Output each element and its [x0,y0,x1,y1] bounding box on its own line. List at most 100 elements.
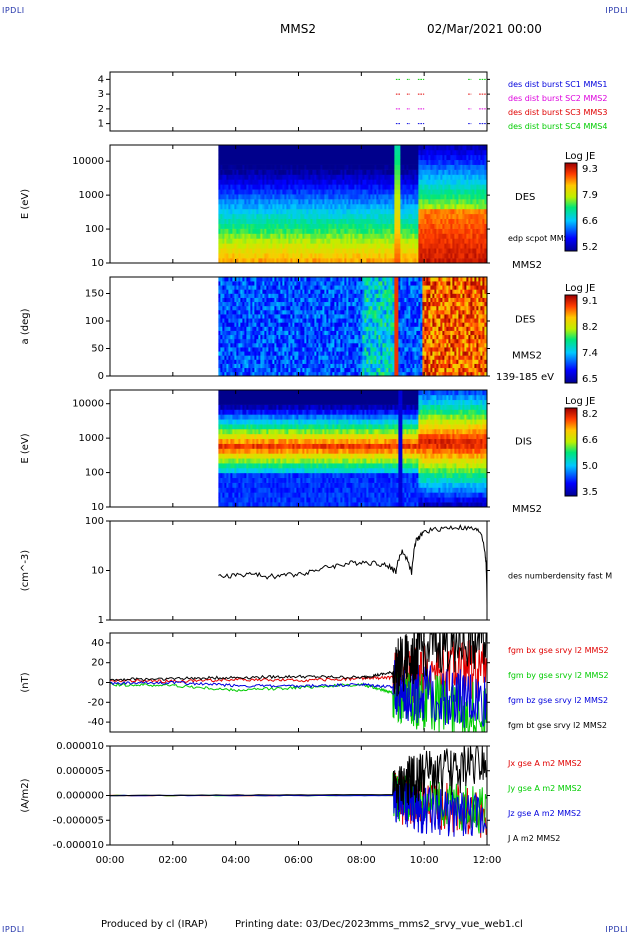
colorbar [565,163,577,252]
colorbar-frame [564,162,578,252]
footer-filename: mms_mms2_srvy_vue_web1.cl [369,919,523,930]
y-axis-label: a (deg) [20,308,31,344]
y-tick-label: -0.000010 [53,840,104,851]
colorbar-tick-label: 7.4 [582,348,598,359]
footer-printing-date: Printing date: 03/Dec/2023 [235,919,371,930]
y-tick-label: 10 [91,502,104,513]
series-line [110,778,487,837]
x-tick-label: 04:00 [221,855,250,866]
y-tick-label: 0.000010 [56,741,104,752]
y-tick-label: 10 [91,566,104,577]
footer-produced: Produced by cl (IRAP) [101,919,208,930]
y-tick-label: 10000 [72,156,104,167]
panel-side-label: MMS2 [512,260,542,271]
colorbar-frame [564,294,578,384]
legend-entry: des dist burst SC2 MMS2 [508,94,607,103]
colorbar-tick-label: 3.5 [582,487,598,498]
x-tick-label: 10:00 [410,855,439,866]
colorbar-tick-label: 9.1 [582,296,598,307]
series-label: des numberdensity fast M [508,572,612,581]
y-tick-label: 100 [85,468,104,479]
x-tick-label: 12:00 [473,855,502,866]
date-title: 02/Mar/2021 00:00 [427,22,542,36]
series-line [110,660,487,728]
x-tick-label: 06:00 [284,855,313,866]
panel-side-label: MMS2 [512,351,542,362]
corner-mark-bottom-right: IPDLI [605,925,628,934]
y-axis-label: E (eV) [20,433,31,463]
colorbar-tick-label: 5.0 [582,461,598,472]
y-tick-label: 100 [85,516,104,527]
series-label: fgm bt gse srvy l2 MMS2 [508,721,607,730]
series-label: Jx gse A m2 MMS2 [507,759,582,768]
legend-entry: des dist burst SC4 MMS4 [508,122,607,131]
heatmap-cells [218,277,487,377]
availability-panel-frame [109,71,488,132]
series-label: fgm bx gse srvy l2 MMS2 [508,646,609,655]
legend-entry: des dist burst SC1 MMS1 [508,80,607,89]
series-line [110,633,487,697]
legend-entry: des dist burst SC3 MMS3 [508,108,607,117]
panel-side-label: 139-185 eV [496,372,554,383]
panel-side-label: DES [515,315,535,326]
colorbar [565,408,577,497]
panel-side-label: DES [515,192,535,203]
colorbar-frame [564,407,578,497]
corner-mark-top-right: IPDLI [605,6,628,15]
y-tick-label: 4 [98,74,104,85]
colorbar-tick-label: 8.2 [582,409,598,420]
y-axis-label: (cm^-3) [20,550,31,591]
heatmap-cells [218,390,487,508]
panel-side-label: MMS2 [512,504,542,515]
spacecraft-title: MMS2 [280,22,316,36]
heatmap-cells [218,145,487,264]
y-tick-label: 0 [98,678,104,689]
y-axis-label: (A/m2) [20,778,31,812]
y-tick-label: 3 [98,89,104,100]
y-tick-label: 20 [91,658,104,669]
series-label: fgm by gse srvy l2 MMS2 [508,671,609,680]
y-tick-label: 0.000005 [56,766,104,777]
colorbar-tick-label: 7.9 [582,190,598,201]
y-axis-label: (nT) [20,672,31,692]
y-tick-label: 2 [98,104,104,115]
corner-mark-bottom-left: IPDLI [2,925,25,934]
series-label: Jz gse A m2 MMS2 [507,809,581,818]
y-tick-label: 50 [91,344,104,355]
y-tick-label: -0.000005 [53,815,104,826]
y-tick-label: 10000 [72,399,104,410]
colorbar-tick-label: 6.5 [582,374,598,385]
colorbar-title: Log JE [565,283,595,294]
series-label: Jy gse A m2 MMS2 [507,784,582,793]
series-line [110,639,487,705]
density-line [218,524,488,606]
y-tick-label: 40 [91,638,104,649]
y-tick-label: 1000 [79,433,104,444]
colorbar-tick-label: 8.2 [582,322,598,333]
corner-mark-top-left: IPDLI [2,6,25,15]
y-tick-label: -40 [88,717,104,728]
colorbar-tick-label: 6.6 [582,216,598,227]
colorbar-tick-label: 6.6 [582,435,598,446]
y-axis-label: E (eV) [20,189,31,219]
y-tick-label: 0 [98,371,104,382]
x-tick-label: 02:00 [158,855,187,866]
y-tick-label: 100 [85,224,104,235]
y-tick-label: 100 [85,316,104,327]
y-tick-label: 1 [98,119,104,130]
series-label: fgm bz gse srvy l2 MMS2 [508,696,608,705]
density-panel-frame [109,520,488,621]
colorbar-tick-label: 9.3 [582,164,598,175]
series-line [110,667,487,732]
x-tick-label: 00:00 [96,855,125,866]
panel-side-label: DIS [515,437,532,448]
colorbar [565,295,577,384]
y-tick-label: 1 [98,615,104,626]
y-tick-label: -20 [88,697,104,708]
x-tick-label: 08:00 [347,855,376,866]
colorbar-title: Log JE [565,151,595,162]
y-tick-label: 1000 [79,190,104,201]
series-label: J A m2 MMS2 [507,834,560,843]
panel-side-label: edp scpot MMS2 [508,234,574,243]
